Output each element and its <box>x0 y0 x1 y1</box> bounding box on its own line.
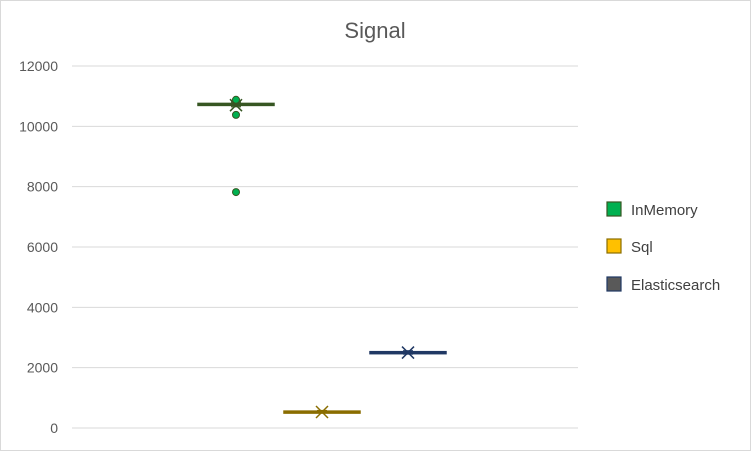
legend-swatch <box>606 276 622 292</box>
outlier-point <box>232 95 240 104</box>
y-tick-label: 10000 <box>19 118 58 134</box>
y-tick-label: 2000 <box>27 360 58 376</box>
box-sql <box>283 405 361 419</box>
legend-item-inmemory[interactable]: InMemory <box>606 201 698 219</box>
y-tick-label: 12000 <box>19 58 58 74</box>
legend[interactable]: InMemory Sql Elasticsearch <box>606 201 720 294</box>
y-tick-label: 0 <box>50 420 58 436</box>
outlier-point <box>232 110 240 119</box>
legend-swatch <box>606 238 622 254</box>
legend-label: Sql <box>631 239 653 256</box>
legend-label: InMemory <box>631 202 698 219</box>
mean-marker <box>315 405 329 419</box>
outlier-point <box>232 188 240 197</box>
y-tick-label: 4000 <box>27 299 58 315</box>
legend-item-sql[interactable]: Sql <box>606 238 653 256</box>
box-inmemory <box>197 95 275 197</box>
y-axis-ticks: 0 2000 4000 6000 8000 10000 12000 <box>19 58 58 436</box>
mean-marker <box>401 346 415 360</box>
legend-label: Elasticsearch <box>631 277 720 294</box>
y-tick-label: 8000 <box>27 179 58 195</box>
gridlines <box>72 65 578 429</box>
mean-marker <box>229 98 243 112</box>
y-tick-label: 6000 <box>27 239 58 255</box>
legend-item-elasticsearch[interactable]: Elasticsearch <box>606 276 720 294</box>
box-series <box>197 95 447 419</box>
box-elasticsearch <box>369 346 447 360</box>
legend-swatch <box>606 201 622 217</box>
chart-title: Signal <box>344 18 405 43</box>
